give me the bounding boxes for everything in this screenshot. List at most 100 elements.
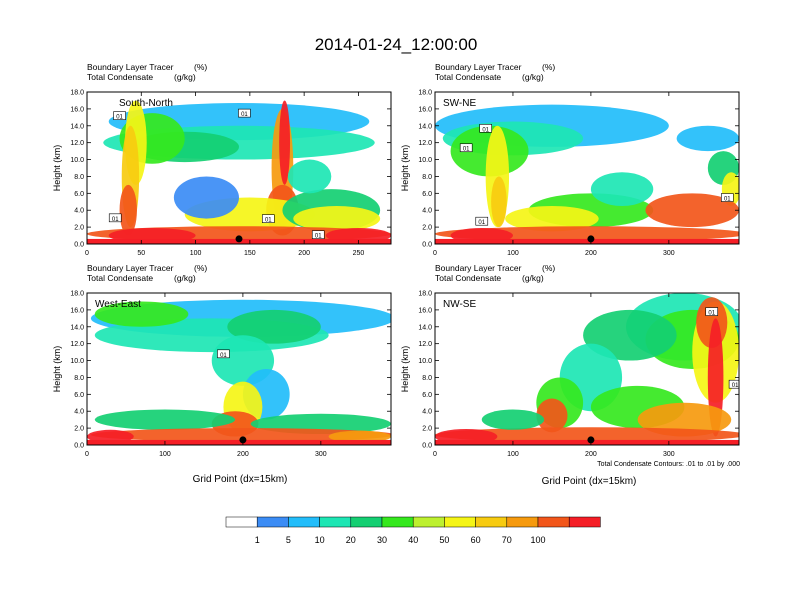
tracer-region	[173, 176, 239, 219]
y-tick-label: 4.0	[74, 208, 84, 215]
y-tick-label: 8.0	[422, 174, 432, 181]
y-tick-label: 0.0	[74, 443, 84, 450]
plot-area: 01 01 01 01	[435, 92, 739, 244]
panel-field-unit: (%)	[542, 62, 555, 72]
contour-label-box	[479, 124, 492, 133]
x-tick-label: 50	[137, 250, 145, 257]
panel-field-unit: (%)	[194, 263, 207, 273]
y-tick-label: 8.0	[74, 375, 84, 382]
location-marker	[239, 436, 247, 444]
y-tick-label: 16.0	[418, 106, 432, 113]
panel-field-label: Total Condensate	[435, 273, 501, 283]
tracer-region	[287, 159, 332, 194]
y-tick-label: 4.0	[74, 409, 84, 416]
tracer-region	[94, 301, 189, 327]
y-axis-label: Height (km)	[52, 145, 62, 192]
panel-field-unit: (%)	[194, 62, 207, 72]
tracer-region	[676, 125, 739, 152]
panel-field-label: Total Condensate	[435, 72, 501, 82]
contour-label-box	[108, 213, 122, 223]
x-tick-label: 0	[433, 250, 437, 257]
y-tick-label: 0.0	[422, 242, 432, 249]
legend-swatch	[475, 516, 508, 528]
legend-label: 60	[471, 535, 481, 545]
tracer-region	[119, 184, 137, 236]
surface-layer	[435, 238, 739, 244]
y-tick-label: 16.0	[70, 106, 84, 113]
tracer-region	[328, 430, 391, 443]
y-tick-label: 2.0	[422, 225, 432, 232]
panel-field-unit: (g/kg)	[174, 72, 196, 82]
contour-label: 01	[112, 217, 119, 223]
y-tick-label: 18.0	[418, 90, 432, 97]
legend-label: 30	[377, 535, 387, 545]
contour-label: 01	[220, 353, 227, 359]
x-tick-label: 300	[315, 451, 327, 458]
x-tick-label: 0	[433, 451, 437, 458]
plot-area: 01 01	[435, 293, 739, 445]
contour-label-box	[475, 216, 489, 226]
y-tick-label: 6.0	[74, 392, 84, 399]
legend-swatch	[537, 516, 570, 528]
legend-swatch	[381, 516, 414, 528]
y-tick-label: 18.0	[418, 291, 432, 298]
legend-swatch	[444, 516, 476, 528]
panels: Boundary Layer Tracer (%) Total Condensate…	[52, 62, 740, 458]
tracer-region	[293, 206, 381, 232]
x-axis-label-right: Grid Point (dx=15km)	[542, 476, 637, 487]
legend-swatch	[256, 516, 289, 528]
y-tick-label: 16.0	[70, 307, 84, 314]
y-tick-label: 12.0	[70, 341, 84, 348]
contour-label: 01	[265, 218, 272, 224]
legend-label: 70	[502, 535, 512, 545]
panel-sw-ne: Boundary Layer Tracer (%) Total Condensate…	[400, 62, 740, 257]
y-tick-label: 18.0	[70, 90, 84, 97]
y-tick-label: 2.0	[74, 426, 84, 433]
panel-field-unit: (%)	[542, 263, 555, 273]
y-tick-label: 0.0	[422, 443, 432, 450]
panel-field-label: Boundary Layer Tracer	[87, 62, 174, 72]
color-legend: 1 5 10 20 30 40 50 60 70 100	[225, 516, 601, 545]
panel-field-label: Boundary Layer Tracer	[87, 263, 174, 273]
plot-frame	[434, 91, 740, 245]
y-axis-label: Height (km)	[400, 145, 410, 192]
panel-south-north: Boundary Layer Tracer (%) Total Condensate…	[52, 62, 392, 257]
y-tick-label: 14.0	[70, 123, 84, 130]
surface-layer	[87, 439, 391, 445]
legend-swatch	[319, 516, 352, 528]
y-tick-label: 4.0	[422, 208, 432, 215]
y-axis-label: Height (km)	[52, 346, 62, 393]
location-marker	[235, 235, 243, 243]
panel-west-east: Boundary Layer Tracer (%) Total Condensate…	[52, 263, 392, 458]
surface-layer	[435, 439, 739, 445]
tracer-region	[536, 398, 568, 433]
y-tick-label: 4.0	[422, 409, 432, 416]
legend-label: 50	[439, 535, 449, 545]
tracer-region	[583, 309, 677, 361]
legend-label: 40	[408, 535, 418, 545]
y-tick-label: 14.0	[418, 123, 432, 130]
tracer-region	[90, 428, 391, 442]
tracer-region	[590, 172, 654, 206]
x-tick-label: 200	[585, 250, 597, 257]
legend-swatch	[288, 516, 320, 528]
location-marker	[587, 235, 595, 243]
x-tick-label: 150	[244, 250, 256, 257]
contour-label: 01	[463, 147, 470, 153]
contour-label-box	[721, 193, 734, 202]
panel-field-unit: (g/kg)	[522, 72, 544, 82]
tracer-region	[505, 206, 599, 232]
panel-field-label: Total Condensate	[87, 72, 153, 82]
x-tick-label: 100	[190, 250, 202, 257]
section-name: South-North	[119, 98, 173, 109]
y-tick-label: 2.0	[74, 225, 84, 232]
contour-label: 01	[724, 197, 731, 203]
legend-swatch	[225, 516, 258, 528]
panel-field-label: Boundary Layer Tracer	[435, 263, 522, 273]
contour-label-box	[311, 230, 325, 240]
location-marker	[587, 436, 595, 444]
contour-label-box	[459, 143, 473, 153]
y-tick-label: 12.0	[418, 341, 432, 348]
y-tick-label: 12.0	[70, 140, 84, 147]
section-name: NW-SE	[443, 299, 476, 310]
